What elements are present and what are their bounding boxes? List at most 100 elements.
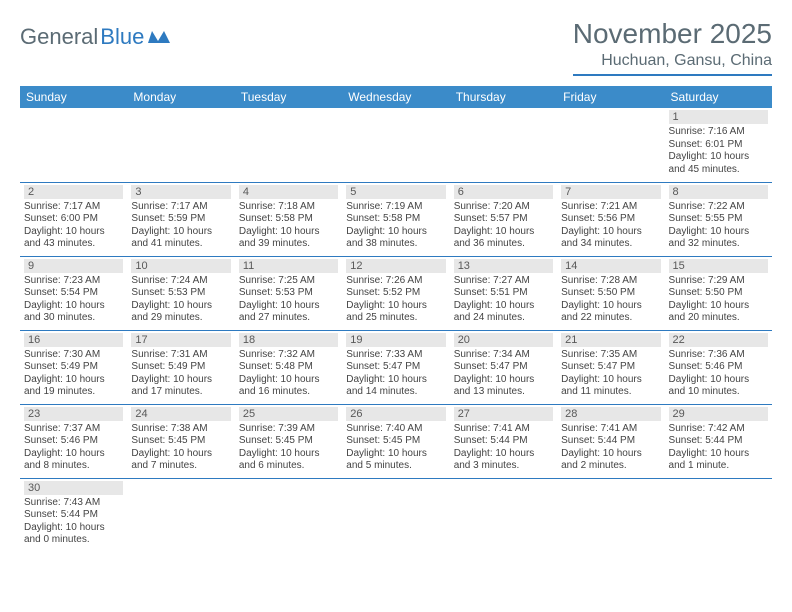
day-info: Sunrise: 7:41 AMSunset: 5:44 PMDaylight:…: [454, 423, 553, 473]
daylight-text: Daylight: 10 hours and 30 minutes.: [24, 300, 123, 325]
day-cell: 3 Sunrise: 7:17 AMSunset: 5:59 PMDaylight…: [127, 182, 234, 256]
daylight-text: Daylight: 10 hours and 7 minutes.: [131, 448, 230, 473]
date-number: 6: [454, 185, 553, 199]
day-cell: 20Sunrise: 7:34 AMSunset: 5:47 PMDayligh…: [450, 330, 557, 404]
sunset-text: Sunset: 5:48 PM: [239, 361, 338, 374]
day-cell: 8Sunrise: 7:22 AMSunset: 5:55 PMDaylight…: [665, 182, 772, 256]
sunrise-text: Sunrise: 7:39 AM: [239, 423, 338, 436]
sunset-text: Sunset: 5:44 PM: [454, 435, 553, 448]
week-row: 23Sunrise: 7:37 AMSunset: 5:46 PMDayligh…: [20, 404, 772, 478]
sunset-text: Sunset: 5:49 PM: [131, 361, 230, 374]
sunrise-text: Sunrise: 7:37 AM: [24, 423, 123, 436]
week-row: 2Sunrise: 7:17 AMSunset: 6:00 PMDaylight…: [20, 182, 772, 256]
sunrise-text: Sunrise: 7:38 AM: [131, 423, 230, 436]
date-number: 7: [561, 185, 660, 199]
sunset-text: Sunset: 5:44 PM: [24, 509, 123, 522]
sunset-text: Sunset: 5:58 PM: [239, 213, 338, 226]
daylight-text: Daylight: 10 hours and 34 minutes.: [561, 226, 660, 251]
day-cell: 21Sunrise: 7:35 AMSunset: 5:47 PMDayligh…: [557, 330, 664, 404]
sunrise-text: Sunrise: 7:36 AM: [669, 349, 768, 362]
date-number: 27: [454, 407, 553, 421]
sunset-text: Sunset: 5:51 PM: [454, 287, 553, 300]
sunset-text: Sunset: 5:57 PM: [454, 213, 553, 226]
header: GeneralBlue November 2025 Huchuan, Gansu…: [20, 18, 772, 76]
daylight-text: Daylight: 10 hours and 8 minutes.: [24, 448, 123, 473]
empty-cell: [20, 108, 127, 182]
date-number: 5: [346, 185, 445, 199]
sunrise-text: Sunrise: 7:17 AM: [24, 201, 123, 214]
sunset-text: Sunset: 5:58 PM: [346, 213, 445, 226]
day-header: Sunday: [20, 86, 127, 108]
daylight-text: Daylight: 10 hours and 14 minutes.: [346, 374, 445, 399]
sunset-text: Sunset: 5:50 PM: [669, 287, 768, 300]
title-block: November 2025 Huchuan, Gansu, China: [573, 18, 772, 76]
day-cell: 23Sunrise: 7:37 AMSunset: 5:46 PMDayligh…: [20, 404, 127, 478]
week-row: 16Sunrise: 7:30 AMSunset: 5:49 PMDayligh…: [20, 330, 772, 404]
daylight-text: Daylight: 10 hours and 36 minutes.: [454, 226, 553, 251]
day-info: Sunrise: 7:16 AMSunset: 6:01 PMDaylight:…: [669, 126, 768, 176]
sunrise-text: Sunrise: 7:19 AM: [346, 201, 445, 214]
daylight-text: Daylight: 10 hours and 38 minutes.: [346, 226, 445, 251]
date-number: 18: [239, 333, 338, 347]
week-row: 1Sunrise: 7:16 AMSunset: 6:01 PMDaylight…: [20, 108, 772, 182]
day-info: Sunrise: 7:25 AMSunset: 5:53 PMDaylight:…: [239, 275, 338, 325]
daylight-text: Daylight: 10 hours and 20 minutes.: [669, 300, 768, 325]
sunrise-text: Sunrise: 7:25 AM: [239, 275, 338, 288]
sunset-text: Sunset: 5:56 PM: [561, 213, 660, 226]
day-info: Sunrise: 7:37 AMSunset: 5:46 PMDaylight:…: [24, 423, 123, 473]
sunset-text: Sunset: 5:49 PM: [24, 361, 123, 374]
sunset-text: Sunset: 5:53 PM: [239, 287, 338, 300]
daylight-text: Daylight: 10 hours and 17 minutes.: [131, 374, 230, 399]
date-number: 13: [454, 259, 553, 273]
sunset-text: Sunset: 5:50 PM: [561, 287, 660, 300]
date-number: 28: [561, 407, 660, 421]
day-cell: 19Sunrise: 7:33 AMSunset: 5:47 PMDayligh…: [342, 330, 449, 404]
day-cell: 5 Sunrise: 7:19 AMSunset: 5:58 PMDaylight…: [342, 182, 449, 256]
day-info: Sunrise: 7:38 AMSunset: 5:45 PMDaylight:…: [131, 423, 230, 473]
date-number: 16: [24, 333, 123, 347]
day-info: Sunrise: 7:42 AMSunset: 5:44 PMDaylight:…: [669, 423, 768, 473]
day-cell: 1Sunrise: 7:16 AMSunset: 6:01 PMDaylight…: [665, 108, 772, 182]
day-info: Sunrise: 7:23 AMSunset: 5:54 PMDaylight:…: [24, 275, 123, 325]
sunrise-text: Sunrise: 7:42 AM: [669, 423, 768, 436]
day-info: Sunrise: 7:24 AMSunset: 5:53 PMDaylight:…: [131, 275, 230, 325]
sunrise-text: Sunrise: 7:31 AM: [131, 349, 230, 362]
day-header-row: SundayMondayTuesdayWednesdayThursdayFrid…: [20, 86, 772, 108]
sunrise-text: Sunrise: 7:23 AM: [24, 275, 123, 288]
empty-cell: [235, 108, 342, 182]
daylight-text: Daylight: 10 hours and 1 minute.: [669, 448, 768, 473]
month-title: November 2025: [573, 18, 772, 50]
day-info: Sunrise: 7:31 AMSunset: 5:49 PMDaylight:…: [131, 349, 230, 399]
day-cell: 25Sunrise: 7:39 AMSunset: 5:45 PMDayligh…: [235, 404, 342, 478]
sunset-text: Sunset: 5:47 PM: [454, 361, 553, 374]
daylight-text: Daylight: 10 hours and 16 minutes.: [239, 374, 338, 399]
logo: GeneralBlue: [20, 24, 170, 50]
date-number: 22: [669, 333, 768, 347]
date-number: 21: [561, 333, 660, 347]
daylight-text: Daylight: 10 hours and 29 minutes.: [131, 300, 230, 325]
daylight-text: Daylight: 10 hours and 11 minutes.: [561, 374, 660, 399]
day-info: Sunrise: 7:28 AMSunset: 5:50 PMDaylight:…: [561, 275, 660, 325]
sunset-text: Sunset: 5:44 PM: [561, 435, 660, 448]
sunrise-text: Sunrise: 7:16 AM: [669, 126, 768, 139]
day-info: Sunrise: 7:26 AMSunset: 5:52 PMDaylight:…: [346, 275, 445, 325]
day-info: Sunrise: 7:17 AMSunset: 6:00 PMDaylight:…: [24, 201, 123, 251]
date-number: 17: [131, 333, 230, 347]
day-info: Sunrise: 7:36 AMSunset: 5:46 PMDaylight:…: [669, 349, 768, 399]
daylight-text: Daylight: 10 hours and 22 minutes.: [561, 300, 660, 325]
day-info: Sunrise: 7:40 AMSunset: 5:45 PMDaylight:…: [346, 423, 445, 473]
day-header: Tuesday: [235, 86, 342, 108]
sunset-text: Sunset: 5:52 PM: [346, 287, 445, 300]
day-info: Sunrise: 7:34 AMSunset: 5:47 PMDaylight:…: [454, 349, 553, 399]
day-info: Sunrise: 7:32 AMSunset: 5:48 PMDaylight:…: [239, 349, 338, 399]
empty-cell: [450, 108, 557, 182]
day-info: Sunrise: 7:33 AMSunset: 5:47 PMDaylight:…: [346, 349, 445, 399]
day-cell: 11Sunrise: 7:25 AMSunset: 5:53 PMDayligh…: [235, 256, 342, 330]
day-cell: 30Sunrise: 7:43 AMSunset: 5:44 PMDayligh…: [20, 478, 127, 552]
day-info: Sunrise: 7:17 AMSunset: 5:59 PMDaylight:…: [131, 201, 230, 251]
date-number: 3: [131, 185, 230, 199]
day-info: Sunrise: 7:19 AMSunset: 5:58 PMDaylight:…: [346, 201, 445, 251]
daylight-text: Daylight: 10 hours and 43 minutes.: [24, 226, 123, 251]
date-number: 26: [346, 407, 445, 421]
date-number: 15: [669, 259, 768, 273]
